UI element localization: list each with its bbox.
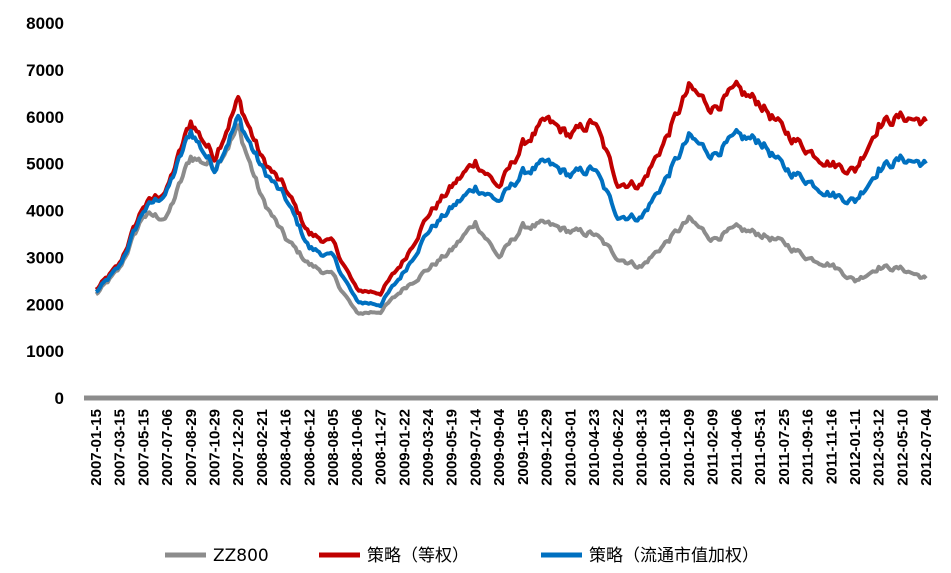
x-tick-label: 2012-07-04 bbox=[918, 408, 935, 485]
x-tick-label: 2011-07-25 bbox=[776, 409, 793, 485]
x-tick-label: 2008-02-21 bbox=[254, 409, 271, 486]
y-tick-label: 8000 bbox=[26, 14, 64, 33]
legend-label-1: 策略（等权） bbox=[367, 546, 469, 566]
legend-label-0: ZZ800 bbox=[213, 546, 269, 566]
x-tick-label: 2010-10-18 bbox=[657, 409, 674, 486]
x-tick-label: 2008-08-05 bbox=[325, 409, 342, 486]
x-tick-label: 2007-03-15 bbox=[112, 409, 129, 486]
y-tick-label: 3000 bbox=[26, 248, 64, 267]
series-line-0 bbox=[94, 123, 928, 316]
x-tick-label: 2012-05-10 bbox=[894, 409, 911, 486]
y-axis-tick-labels: 0 1000 2000 3000 4000 5000 6000 7000 8000 bbox=[26, 14, 64, 408]
x-axis-tick-labels: 2007-01-15 2007-03-15 2007-05-15 2007-07-06… bbox=[88, 408, 935, 485]
x-tick-label: 2008-06-12 bbox=[301, 409, 318, 486]
x-tick-label: 2007-10-29 bbox=[206, 409, 223, 486]
x-tick-label: 2010-03-01 bbox=[562, 409, 579, 486]
x-tick-label: 2009-09-04 bbox=[491, 408, 508, 485]
series-line-1 bbox=[94, 79, 928, 297]
x-tick-label: 2011-04-06 bbox=[728, 409, 745, 485]
y-tick-label: 7000 bbox=[26, 61, 64, 80]
x-tick-label: 2009-01-22 bbox=[396, 409, 413, 486]
y-tick-label: 6000 bbox=[26, 108, 64, 127]
x-tick-label: 2007-08-29 bbox=[183, 409, 200, 486]
x-tick-label: 2010-04-23 bbox=[586, 409, 603, 486]
x-tick-label: 2009-11-05 bbox=[515, 409, 532, 485]
y-tick-label: 0 bbox=[55, 389, 64, 408]
x-tick-label: 2009-03-24 bbox=[420, 408, 437, 485]
x-tick-label: 2008-10-06 bbox=[349, 409, 366, 486]
y-tick-label: 5000 bbox=[26, 155, 64, 174]
y-tick-label: 4000 bbox=[26, 202, 64, 221]
x-tick-label: 2010-06-22 bbox=[610, 409, 627, 486]
x-tick-label: 2010-12-09 bbox=[681, 409, 698, 486]
x-tick-label: 2011-05-31 bbox=[752, 409, 769, 485]
x-tick-label: 2007-07-06 bbox=[159, 409, 176, 486]
x-tick-label: 2012-01-11 bbox=[847, 409, 864, 485]
x-tick-label: 2008-11-27 bbox=[373, 409, 390, 485]
x-tick-label: 2009-07-14 bbox=[467, 408, 484, 485]
x-tick-label: 2007-12-20 bbox=[230, 409, 247, 486]
x-tick-label: 2012-03-12 bbox=[871, 409, 888, 486]
x-tick-label: 2008-04-16 bbox=[278, 409, 295, 486]
legend: ZZ800 策略（等权） 策略（流通市值加权） bbox=[165, 546, 759, 566]
x-tick-label: 2011-11-16 bbox=[823, 409, 840, 484]
series-line-2 bbox=[94, 113, 928, 309]
x-tick-label: 2011-02-09 bbox=[705, 409, 722, 485]
x-tick-label: 2007-05-15 bbox=[135, 409, 152, 486]
y-tick-label: 2000 bbox=[26, 295, 64, 314]
x-tick-label: 2007-01-15 bbox=[88, 409, 105, 486]
x-tick-label: 2011-09-16 bbox=[800, 409, 817, 485]
series-lines bbox=[94, 79, 928, 316]
x-tick-label: 2010-08-13 bbox=[633, 409, 650, 486]
x-tick-label: 2009-05-19 bbox=[444, 409, 461, 486]
y-tick-label: 1000 bbox=[26, 342, 64, 361]
x-tick-label: 2009-12-29 bbox=[539, 409, 556, 486]
legend-label-2: 策略（流通市值加权） bbox=[589, 546, 759, 566]
